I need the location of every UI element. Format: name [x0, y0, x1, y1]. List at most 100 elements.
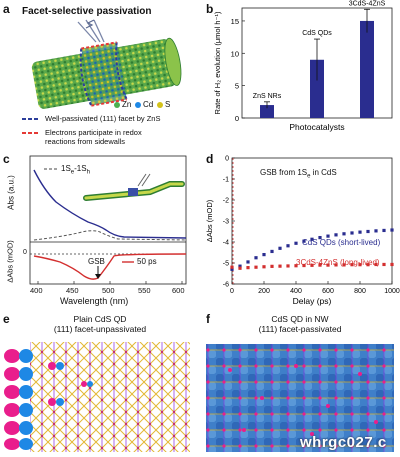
panel-a-label: a	[3, 2, 10, 16]
data-point	[238, 266, 242, 270]
data-point	[270, 249, 274, 254]
data-point	[382, 262, 386, 267]
series1-label: CdS QDs (short-lived)	[302, 238, 381, 247]
facet-orbital-lobes	[4, 349, 93, 450]
category-label: ZnS NRs	[253, 93, 282, 100]
data-point	[246, 266, 250, 270]
y-tick-label: 15	[231, 17, 239, 26]
y-tick-label: -6	[223, 282, 229, 289]
bar	[360, 20, 374, 118]
x-tick-label: 600	[322, 288, 334, 295]
s-dot	[157, 102, 163, 108]
x-tick-label: 200	[258, 288, 270, 295]
red-sidewall-dash	[81, 41, 117, 50]
passivated-structure	[206, 344, 394, 452]
panel-b: b 0 5 10 15 ZnS NRs CdS QDs 3CdS-4ZnS Photocata…	[200, 0, 400, 148]
data-point	[326, 234, 330, 238]
bar-chart: 0 5 10 15 ZnS NRs CdS QDs 3CdS-4ZnS Photocataly…	[213, 0, 393, 132]
panel-d-label: d	[206, 152, 214, 166]
legend-cd: Cd	[143, 100, 154, 109]
data-point	[238, 264, 242, 268]
data-point	[326, 263, 330, 267]
xtick-500: 500	[102, 286, 115, 295]
data-point	[318, 235, 322, 240]
legend-zn: Zn	[122, 100, 132, 109]
data-point	[246, 260, 250, 264]
panel-f-caption-2: (111) facet-passivated	[258, 324, 342, 334]
panel-a: a Facet-selective passivation	[0, 0, 200, 148]
data-point	[350, 263, 354, 267]
data-point	[262, 253, 266, 257]
legend-electrons-line1: Electrons participate in redox	[45, 128, 142, 137]
panel-f-caption-1: CdS QD in NW	[271, 314, 329, 324]
watermark: whrgc027.c	[300, 434, 387, 451]
y-tick-label: -3	[223, 219, 229, 226]
data-point	[350, 231, 354, 235]
panel-c: c	[0, 150, 200, 300]
data-point	[278, 264, 282, 268]
y-tick-label: -2	[223, 198, 229, 205]
y-tick-label: 0	[225, 156, 229, 163]
y-axis-label: Rate of H₂ evolution (μmol h⁻¹)	[213, 11, 222, 114]
data-point	[390, 262, 394, 267]
panel-e-caption-2: (111) facet-unpassivated	[53, 324, 147, 334]
data-point	[286, 264, 290, 268]
data-point	[334, 263, 338, 267]
x-tick-label: 800	[354, 288, 366, 295]
legend-transition: 1Se-1Sh	[61, 164, 90, 176]
y-tick-label: -1	[223, 177, 229, 184]
data-point	[270, 264, 274, 268]
panel-d: d 0 -1 -2 -3 -4 -5 -6 0 200 400 600 800 1000 Delay (p…	[200, 150, 400, 310]
gsb-label: GSB	[88, 257, 105, 266]
x-tick-label: 1000	[384, 288, 400, 295]
legend-well-passivated: Well-passivated (111) facet by ZnS	[45, 114, 161, 123]
x-axis-label: Photocatalysts	[289, 122, 344, 132]
y-tick-label: -4	[223, 240, 229, 247]
xtick-600: 600	[172, 286, 185, 295]
data-point	[262, 265, 266, 269]
data-point	[366, 263, 370, 267]
bar	[310, 59, 324, 118]
category-label: CdS QDs	[302, 30, 332, 37]
panel-e-label: e	[3, 312, 10, 326]
dabs-ylabel: ΔAbs (mOD)	[5, 240, 15, 283]
data-point	[310, 263, 314, 267]
panel-a-title: Facet-selective passivation	[22, 6, 152, 17]
panel-e-caption-1: Plain CdS QD	[73, 314, 127, 324]
data-point	[310, 237, 314, 241]
legend-electrons-line2: reactions from sidewalls	[45, 137, 126, 146]
panel-e: e Plain CdS QD (111) facet-unpassivated	[0, 310, 200, 457]
data-point	[302, 239, 306, 243]
data-point	[366, 229, 370, 234]
bar	[260, 105, 274, 118]
x-axis-label: Delay (ps)	[293, 296, 332, 306]
zn-dot	[114, 102, 120, 108]
transition-dashed-curve	[33, 230, 187, 241]
data-point	[230, 267, 234, 271]
magenta-atoms	[228, 364, 378, 436]
data-point	[382, 228, 386, 233]
abs-ylabel: Abs (a.u.)	[6, 175, 16, 210]
legend-50ps: 50 ps	[137, 257, 157, 266]
spectra-plot	[29, 155, 187, 285]
x-tick-label: 0	[230, 288, 234, 295]
data-point	[294, 241, 298, 245]
xtick-450: 450	[66, 286, 79, 295]
data-point	[342, 232, 346, 236]
category-label: 3CdS-4ZnS	[349, 0, 386, 7]
data-point	[254, 265, 258, 269]
legend-s: S	[165, 100, 171, 109]
zero-tick-label: 0	[23, 249, 27, 256]
series2-label: 3CdS-4ZnS (long-lived)	[296, 258, 380, 267]
y-tick-label: 0	[235, 114, 239, 123]
data-point	[342, 263, 346, 267]
cd-dot	[135, 102, 141, 108]
data-point	[302, 263, 306, 268]
kinetics-title: GSB from 1Se in CdS	[260, 168, 337, 180]
nanorod-illustration	[22, 19, 182, 134]
data-point	[286, 244, 290, 248]
nanowire-cartoon-icon	[83, 173, 185, 201]
panel-f: f CdS QD in NW (111) facet-passivated	[200, 310, 400, 457]
